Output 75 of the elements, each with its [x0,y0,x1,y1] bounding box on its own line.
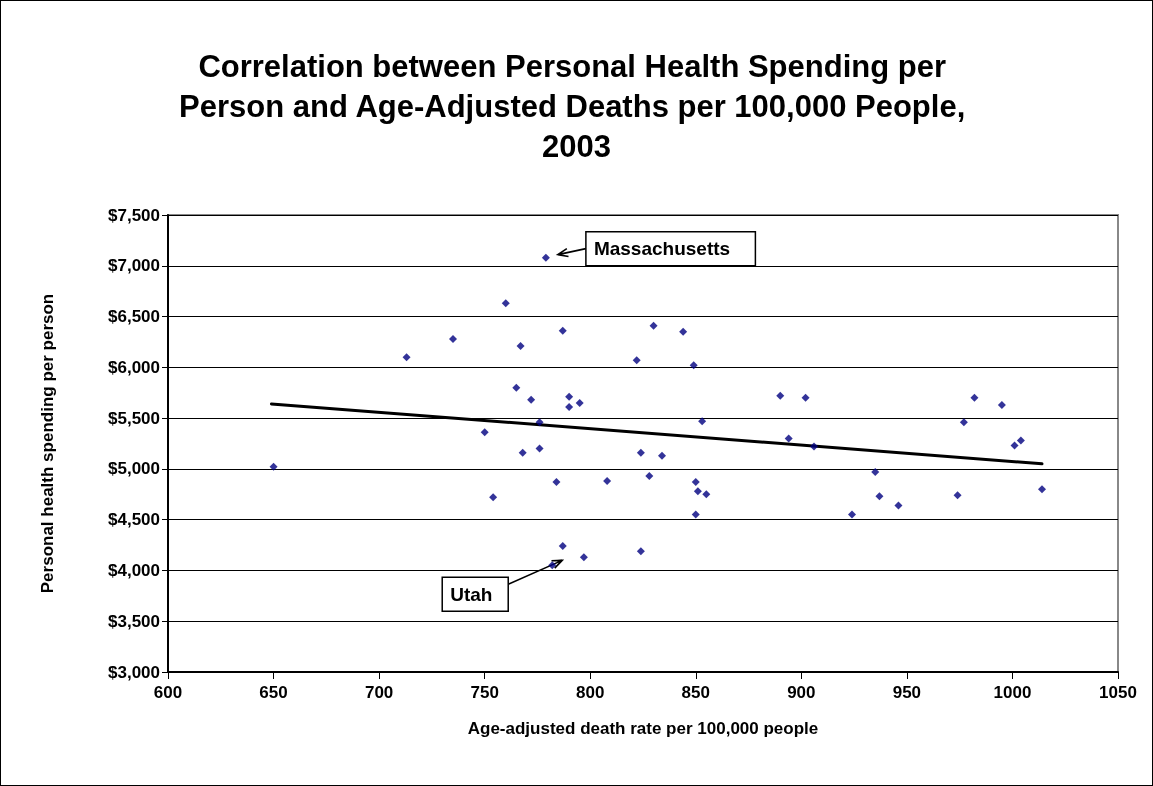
point [871,467,880,476]
point [1016,436,1025,445]
chart-title: Correlation between Personal Health Spending per Person and Age-Adjusted Deaths per 100,000 People, 2003 [179,48,974,164]
point [894,501,903,510]
point [480,428,489,437]
point [801,393,810,402]
point [449,334,457,343]
point [552,478,561,487]
x-tick-label: 950 [892,683,922,702]
x-tick-label: 600 [153,683,183,702]
y-axis-title: Personal health spending per person [38,293,57,594]
point [875,492,884,501]
y-tick-label: $7,500 [108,205,160,225]
point [558,326,567,335]
x-tick-label: 1050 [1099,683,1137,702]
point [691,510,700,519]
point [535,418,544,427]
point [689,361,698,370]
point [518,448,527,457]
point [541,253,550,262]
y-tick-label: $6,500 [108,307,160,327]
y-tick-label: $3,000 [108,662,160,682]
point [516,342,525,351]
point [535,444,544,453]
annotation: Massachusetts [593,238,731,260]
y-tick-label: $5,000 [108,459,160,479]
point [565,392,574,401]
point [636,448,645,457]
point [548,561,557,570]
x-tick-label: 1000 [993,683,1032,702]
point [658,451,666,460]
y-tick-label: $3,500 [108,611,160,631]
point [558,542,567,551]
point [649,321,658,330]
point [269,462,278,471]
y-tick-label: $6,000 [108,357,160,377]
x-tick-label: 700 [364,683,394,702]
point [575,398,584,407]
point [848,510,856,519]
point [603,477,612,486]
point [512,383,521,392]
point [698,417,707,426]
point [501,299,510,308]
point [402,353,411,362]
y-tick-label: $4,000 [108,560,160,580]
y-tick-label: $4,500 [108,510,160,530]
point [776,391,785,400]
point [997,400,1006,409]
point [527,395,536,404]
point [489,493,498,502]
point [565,402,574,411]
point [579,553,588,562]
x-tick-label: 800 [576,683,605,702]
point [691,478,700,487]
point [632,356,641,365]
x-tick-label: 650 [259,683,288,702]
point [959,418,968,427]
point [693,487,702,496]
x-tick-label: 750 [470,683,499,702]
point [679,327,688,336]
point [636,547,645,556]
point [702,490,711,499]
point [645,472,654,480]
point [1010,441,1019,450]
point [970,393,979,402]
point [953,491,962,500]
point [810,442,818,451]
y-tick-label: $5,500 [108,408,160,428]
x-axis-title: Age-adjusted death rate per 100,000 people [467,719,819,738]
x-tick-label: 850 [681,683,710,702]
x-tick-label: 900 [787,683,816,702]
point [784,434,793,443]
annotation: Utah [450,583,493,605]
y-tick-label: $7,000 [108,256,160,276]
point [1038,485,1046,494]
